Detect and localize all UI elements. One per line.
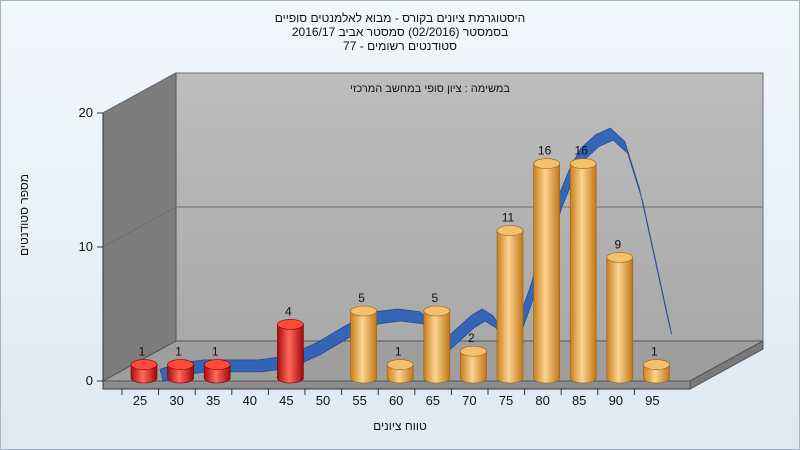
x-tick-label: 35 (206, 393, 220, 408)
bar-body (277, 324, 304, 384)
x-tick-label: 75 (499, 393, 513, 408)
bar-body (533, 163, 560, 384)
bar-cap (496, 225, 524, 236)
bar-cap (277, 319, 304, 330)
bar (496, 225, 524, 384)
bar-cap (460, 345, 487, 357)
bar-cap (643, 359, 670, 370)
bar-value-label: 2 (468, 331, 475, 345)
bar (203, 359, 231, 384)
bar-body (460, 350, 487, 384)
bar-body (569, 163, 597, 384)
bar-value-label: 16 (538, 144, 552, 158)
bar-body (496, 230, 524, 384)
x-tick-label: 85 (572, 393, 586, 408)
x-tick-label: 25 (133, 393, 147, 408)
gridline (102, 72, 763, 114)
gridline (102, 206, 763, 248)
x-tick-label: 70 (462, 393, 476, 408)
bar (533, 158, 560, 384)
bar (606, 252, 634, 384)
bar-cap (606, 252, 634, 263)
bar-value-label: 5 (358, 291, 365, 305)
bar-cap (423, 305, 451, 317)
bar-value-label: 1 (139, 345, 146, 359)
x-tick-label: 65 (426, 393, 440, 408)
bar (167, 359, 194, 384)
bar-value-label: 1 (175, 345, 182, 359)
chart-subtitle-semester: בסמסטר (02/2016) סמסטר אביב 2016/17 (291, 25, 509, 39)
x-axis-label: טווח ציונים (373, 419, 427, 433)
y-axis-label: מספר סטודנטים (17, 173, 31, 257)
bar (460, 345, 487, 384)
bar-body (606, 257, 634, 384)
trend-ribbon (159, 127, 673, 382)
bar-value-label: 4 (285, 304, 292, 318)
chart-annotation: במשימה : ציון סופי במחשב המרכזי (350, 83, 510, 95)
y-tick-label: 10 (79, 239, 93, 254)
chart-title: היסטוגרמת ציונים בקורס - מבוא לאלמנטים ס… (274, 11, 526, 25)
x-tick-label: 90 (609, 393, 623, 408)
bar-cap (386, 359, 414, 370)
bar-value-label: 1 (395, 345, 402, 359)
bar-cap (350, 305, 377, 317)
bar (423, 305, 451, 384)
bar (277, 319, 304, 384)
y-tick-label: 20 (79, 105, 93, 120)
bar-cap (533, 158, 560, 169)
x-tick-label: 50 (316, 393, 330, 408)
bar (130, 359, 158, 384)
bar-cap (569, 158, 597, 169)
bar-cap (167, 359, 194, 370)
bar (569, 158, 597, 384)
bar-body (423, 310, 451, 384)
x-tick-label: 95 (645, 393, 659, 408)
bar-value-label: 16 (575, 144, 589, 158)
bar-value-label: 1 (212, 345, 219, 359)
bar (386, 359, 414, 384)
bar-cap (203, 359, 231, 370)
bar-value-label: 11 (502, 211, 515, 225)
x-tick-label: 45 (279, 393, 293, 408)
bar-value-label: 5 (431, 291, 438, 305)
y-tick-label: 0 (86, 373, 93, 388)
x-tick-label: 60 (389, 393, 403, 408)
bar-body (350, 310, 377, 384)
bar (643, 359, 670, 384)
x-tick-label: 80 (535, 393, 549, 408)
chart-subtitle-students: סטודנטים רשומים - 77 (343, 39, 457, 53)
bar-cap (130, 359, 158, 370)
bar-value-label: 9 (614, 237, 621, 251)
x-tick-label: 30 (169, 393, 183, 408)
bar (350, 305, 377, 384)
x-tick-label: 55 (352, 393, 366, 408)
x-tick-label: 40 (243, 393, 257, 408)
bar-value-label: 1 (651, 345, 658, 359)
